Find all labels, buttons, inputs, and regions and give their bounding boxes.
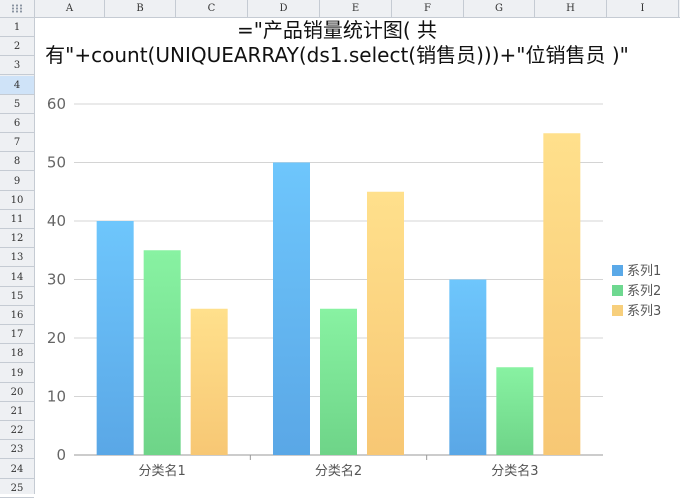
y-tick-label: 20 [47,329,66,347]
bar [367,191,404,455]
row-header-22[interactable]: 22 [0,421,34,441]
row-header-18[interactable]: 18 [0,344,34,364]
y-tick-label: 10 [47,388,66,406]
bar [273,162,310,455]
column-header-g[interactable]: G [464,0,535,17]
row-header-13[interactable]: 13 [0,248,34,268]
select-all-corner[interactable] [0,0,35,18]
x-tick-label: 分类名3 [491,463,538,479]
row-header-14[interactable]: 14 [0,268,34,287]
row-header-12[interactable]: 12 [0,229,34,249]
row-header-10[interactable]: 10 [0,191,34,210]
legend-swatch [612,265,623,276]
row-header-bar: 1 2 3 4 5 6 7 8 9 10 11 12 13 14 15 16 17 18 19 20 21 22 23 24 2… [0,18,35,498]
row-header-7[interactable]: 7 [0,133,34,153]
row-header-25[interactable]: 25 [0,479,34,498]
row-header-15[interactable]: 15 [0,287,34,306]
bar [143,250,181,455]
chart-title: ="产品销量统计图( 共有"+count(UNIQUEARRAY(ds1.sel… [45,18,629,67]
column-header-d[interactable]: D [248,0,320,17]
column-header-f[interactable]: F [392,0,464,17]
legend-label: 系列2 [627,284,661,299]
legend-swatch [612,305,623,316]
row-header-2[interactable]: 2 [0,37,34,57]
bar [449,279,487,455]
column-header-c[interactable]: C [176,0,248,17]
row-header-3[interactable]: 3 [0,56,34,76]
row-header-21[interactable]: 21 [0,402,34,421]
y-tick-label: 40 [47,212,66,230]
row-header-6[interactable]: 6 [0,114,34,133]
y-tick-label: 50 [47,154,66,172]
row-header-5[interactable]: 5 [0,95,34,114]
bar [543,133,581,455]
column-header-b[interactable]: B [105,0,176,17]
row-header-19[interactable]: 19 [0,364,34,383]
column-header-a[interactable]: A [35,0,105,17]
x-tick-label: 分类名2 [315,463,362,479]
row-header-9[interactable]: 9 [0,172,34,191]
row-header-20[interactable]: 20 [0,383,34,402]
bar [320,308,357,455]
grid-icon [11,4,23,13]
column-header-h[interactable]: H [535,0,607,17]
row-header-24[interactable]: 24 [0,460,34,479]
row-header-16[interactable]: 16 [0,306,34,325]
row-header-1[interactable]: 1 [0,18,34,37]
bar [96,221,134,455]
y-tick-label: 30 [47,271,66,289]
legend-label: 系列1 [627,264,661,279]
y-tick-label: 0 [56,446,66,464]
bar [496,367,534,455]
legend-swatch [612,285,623,296]
row-header-23[interactable]: 23 [0,440,34,460]
x-tick-label: 分类名1 [139,463,186,479]
row-header-17[interactable]: 17 [0,325,34,345]
bar [190,308,228,455]
row-header-11[interactable]: 11 [0,210,34,229]
column-header-e[interactable]: E [320,0,392,17]
y-tick-label: 60 [47,95,66,113]
column-header-i[interactable]: I [607,0,679,17]
row-header-4[interactable]: 4 [0,75,34,95]
bar-chart: 0 10 20 30 40 50 60 分类名1 分类名2 分类名3 系列1 系列2 系列3 [47,95,661,479]
legend-label: 系列3 [627,304,661,319]
row-header-8[interactable]: 8 [0,152,34,172]
